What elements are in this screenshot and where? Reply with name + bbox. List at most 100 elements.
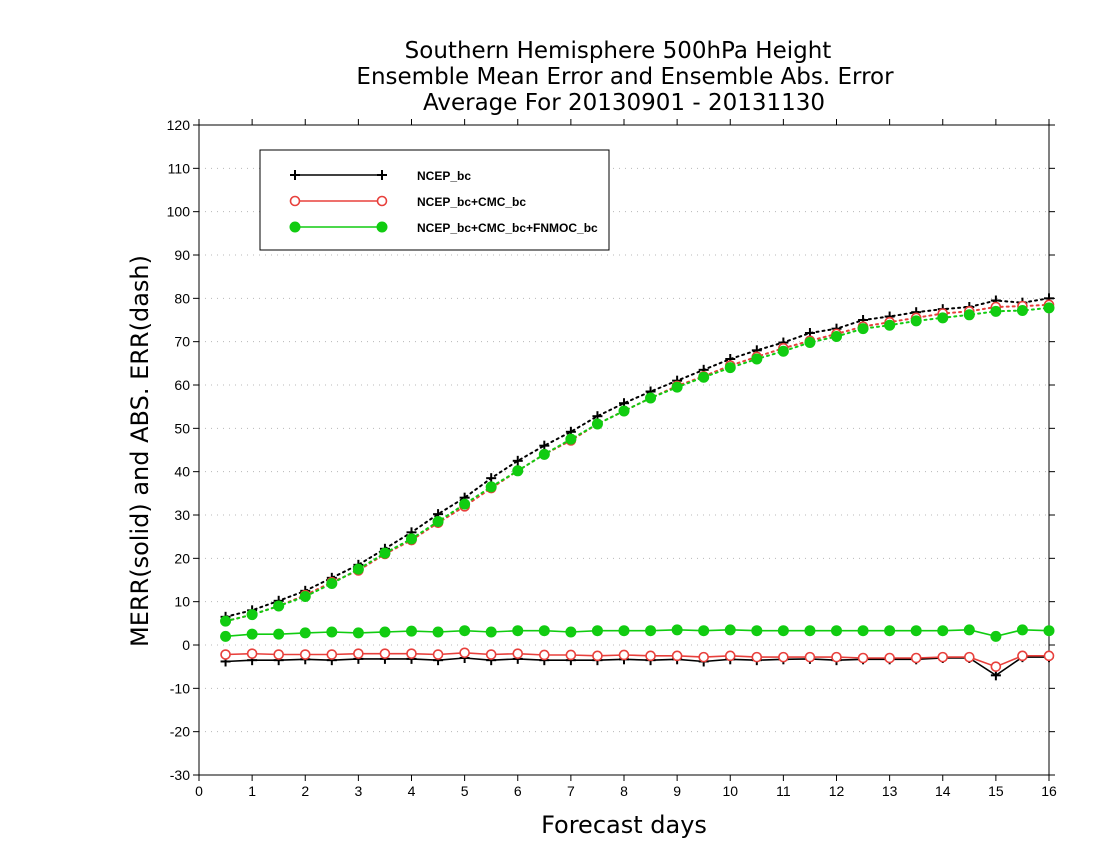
merr-point (459, 625, 471, 637)
series-2 (220, 302, 1055, 642)
merr-point (432, 626, 444, 638)
merr-point (804, 625, 816, 637)
merr-point (884, 652, 895, 664)
abs-err-point (326, 577, 338, 589)
x-tick-label: 14 (935, 783, 951, 799)
merr-point (698, 625, 710, 637)
y-tick-label: -10 (170, 680, 190, 696)
y-tick-label: 0 (182, 637, 190, 653)
merr-point (1017, 650, 1028, 662)
legend-item: NCEP_bc+CMC_bc (289, 195, 526, 209)
y-tick-label: 60 (174, 377, 190, 393)
abs-err-point (379, 547, 391, 559)
legend-item: NCEP_bc (290, 169, 471, 183)
merr-point (379, 626, 391, 638)
abs-err-point (777, 345, 789, 357)
merr-point (990, 670, 1001, 681)
merr-point (724, 650, 736, 662)
x-tick-label: 12 (829, 783, 845, 799)
merr-point (246, 628, 258, 640)
y-tick-label: 50 (174, 420, 190, 436)
merr-point (1043, 625, 1055, 637)
merr-point (671, 650, 683, 662)
abs-err-point (432, 516, 444, 527)
abs-err-point (618, 405, 630, 417)
merr-point (777, 625, 789, 637)
x-axis-title: Forecast days (541, 811, 707, 839)
merr-point (618, 625, 630, 637)
merr-point (538, 625, 550, 637)
abs-err-point (645, 392, 657, 404)
merr-point (751, 651, 763, 663)
merr-point (326, 649, 338, 660)
abs-err-point (884, 319, 896, 331)
abs-err-point (459, 498, 471, 510)
legend-marker (289, 221, 301, 233)
merr-point (778, 651, 789, 663)
abs-err-point (246, 609, 258, 621)
y-tick-label: -20 (170, 724, 190, 740)
abs-err-point (565, 433, 577, 445)
legend-marker (376, 221, 388, 233)
series-merr-line (225, 656, 1049, 677)
x-tick-label: 13 (882, 783, 898, 799)
y-tick-label: 20 (174, 550, 190, 566)
y-tick-label: 90 (174, 247, 190, 263)
x-tick-label: 9 (673, 783, 681, 799)
abs-err-point (1016, 304, 1028, 316)
x-tick-label: 11 (776, 783, 791, 799)
abs-err-point (937, 312, 949, 324)
merr-point (592, 650, 603, 662)
legend-marker (289, 195, 301, 207)
x-tick-label: 7 (567, 783, 575, 799)
merr-point (485, 626, 497, 638)
abs-err-point (963, 309, 975, 321)
y-tick-label: 10 (174, 594, 190, 610)
y-tick-label: -30 (170, 767, 190, 783)
merr-point (432, 649, 444, 660)
abs-err-point (831, 330, 842, 342)
merr-point (406, 625, 417, 637)
merr-point (884, 625, 896, 637)
x-tick-label: 0 (195, 783, 203, 799)
abs-err-point (352, 563, 364, 575)
merr-point (353, 648, 364, 659)
merr-point (352, 627, 364, 639)
merr-point (937, 625, 949, 637)
merr-point (273, 628, 285, 640)
legend-label: NCEP_bc (417, 169, 471, 183)
abs-err-point (512, 465, 524, 477)
x-tick-label: 15 (988, 783, 1004, 799)
chart-title-line-2: Ensemble Mean Error and Ensemble Abs. Er… (356, 64, 894, 90)
merr-point (220, 630, 232, 642)
abs-err-point (910, 315, 922, 327)
series-abs-err-line (224, 297, 1050, 618)
x-tick-label: 16 (1041, 783, 1057, 799)
legend-marker (376, 195, 388, 207)
merr-point (1016, 624, 1028, 636)
abs-err-point (512, 455, 523, 466)
x-tick-label: 1 (248, 783, 256, 799)
abs-err-point (591, 418, 603, 430)
merr-point (406, 648, 417, 659)
abs-err-point (724, 362, 736, 374)
series-0 (220, 293, 1054, 681)
merr-point (724, 624, 736, 636)
abs-err-point (273, 600, 285, 612)
merr-point (990, 630, 1002, 642)
abs-err-point (990, 305, 1002, 317)
merr-point (591, 625, 603, 637)
legend-box (259, 149, 610, 251)
abs-err-point (220, 615, 232, 627)
abs-err-point (698, 371, 710, 383)
x-tick-label: 2 (301, 783, 309, 799)
merr-point (937, 651, 949, 663)
merr-point (910, 625, 922, 637)
legend-label: NCEP_bc+CMC_bc+FNMOC_bc (417, 221, 598, 235)
x-tick-label: 6 (514, 783, 522, 799)
merr-point (671, 624, 683, 636)
merr-point (326, 626, 338, 638)
legend-label: NCEP_bc+CMC_bc (417, 195, 526, 209)
